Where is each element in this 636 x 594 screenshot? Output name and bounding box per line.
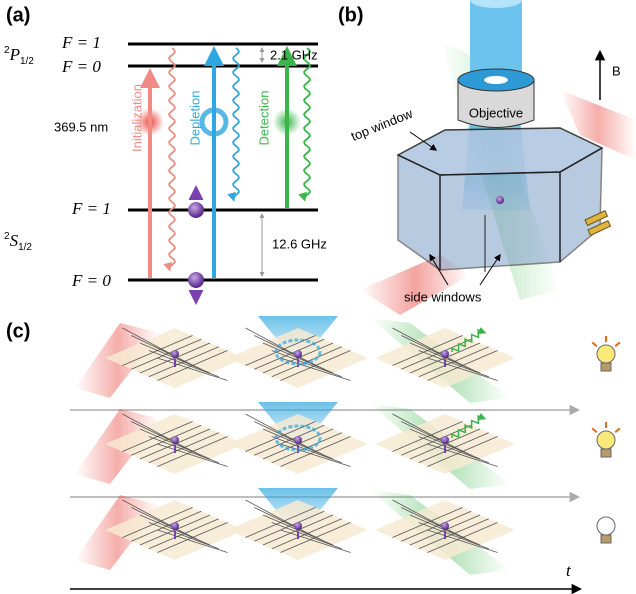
level-label: F = 1 xyxy=(71,199,111,218)
trap-plane xyxy=(228,500,368,560)
level-label: F = 1 xyxy=(61,33,101,52)
emission xyxy=(233,48,239,200)
panel-c: (c) t xyxy=(6,316,620,589)
level-label: F = 0 xyxy=(71,271,111,290)
ion-states xyxy=(188,188,204,302)
splitting-label: 12.6 GHz xyxy=(272,236,327,251)
ion xyxy=(441,436,449,444)
sub: 1/2 xyxy=(20,56,34,67)
level-label: F = 0 xyxy=(61,57,101,76)
beam-label: Initialization xyxy=(129,84,144,152)
figure: (a) 2P1/2 F = 1 F = 0 F = 1 F = 0 2S1/2 … xyxy=(0,0,636,594)
ion xyxy=(294,522,302,530)
bulb-ray xyxy=(615,428,620,432)
time-label: t xyxy=(566,561,572,580)
beam-label: Detection xyxy=(256,91,271,146)
bulb-base xyxy=(601,449,611,457)
ion xyxy=(441,522,449,530)
bulb xyxy=(597,517,615,543)
trap-plane xyxy=(228,328,368,388)
bulb-ray xyxy=(592,342,597,346)
beam-tube xyxy=(470,0,522,75)
field-label: B xyxy=(612,63,621,78)
emission xyxy=(169,48,175,270)
objective-aperture xyxy=(484,76,508,84)
bulb xyxy=(592,422,620,457)
manifold-label: 2P1/2 xyxy=(4,45,34,67)
sub: 1/2 xyxy=(18,242,32,253)
bulb-base xyxy=(601,363,611,371)
ion xyxy=(188,272,204,288)
panel-a: (a) 2P1/2 F = 1 F = 0 F = 1 F = 0 2S1/2 … xyxy=(4,4,327,302)
splitting-label: 2.1 GHz xyxy=(270,47,318,62)
bulb-ray xyxy=(592,428,597,432)
ion xyxy=(188,202,204,218)
bulb xyxy=(592,336,620,371)
bulb-base xyxy=(601,535,611,543)
bulb-glass xyxy=(597,517,615,535)
bulb-glass xyxy=(597,345,615,363)
ion xyxy=(441,350,449,358)
ion xyxy=(171,522,179,530)
bulb-glass xyxy=(597,431,615,449)
ion xyxy=(294,436,302,444)
window-label: side windows xyxy=(404,289,482,304)
beam-label: Depletion xyxy=(187,91,202,146)
ion xyxy=(171,436,179,444)
ion xyxy=(171,350,179,358)
panel-b: (b) B Objective top window side windows xyxy=(338,0,636,315)
bulb-ray xyxy=(615,342,620,346)
window-label: top window xyxy=(349,105,415,144)
main: P xyxy=(9,45,20,64)
objective-label: Objective xyxy=(469,105,523,120)
emission xyxy=(304,48,310,200)
trap-plane xyxy=(228,414,368,474)
panel-label: (b) xyxy=(338,4,364,26)
wavelength: 369.5 nm xyxy=(54,119,108,134)
ion xyxy=(496,196,504,204)
panel-label: (a) xyxy=(6,4,30,26)
panel-label: (c) xyxy=(6,320,30,342)
manifold-label: 2S1/2 xyxy=(4,231,32,253)
ion xyxy=(294,350,302,358)
